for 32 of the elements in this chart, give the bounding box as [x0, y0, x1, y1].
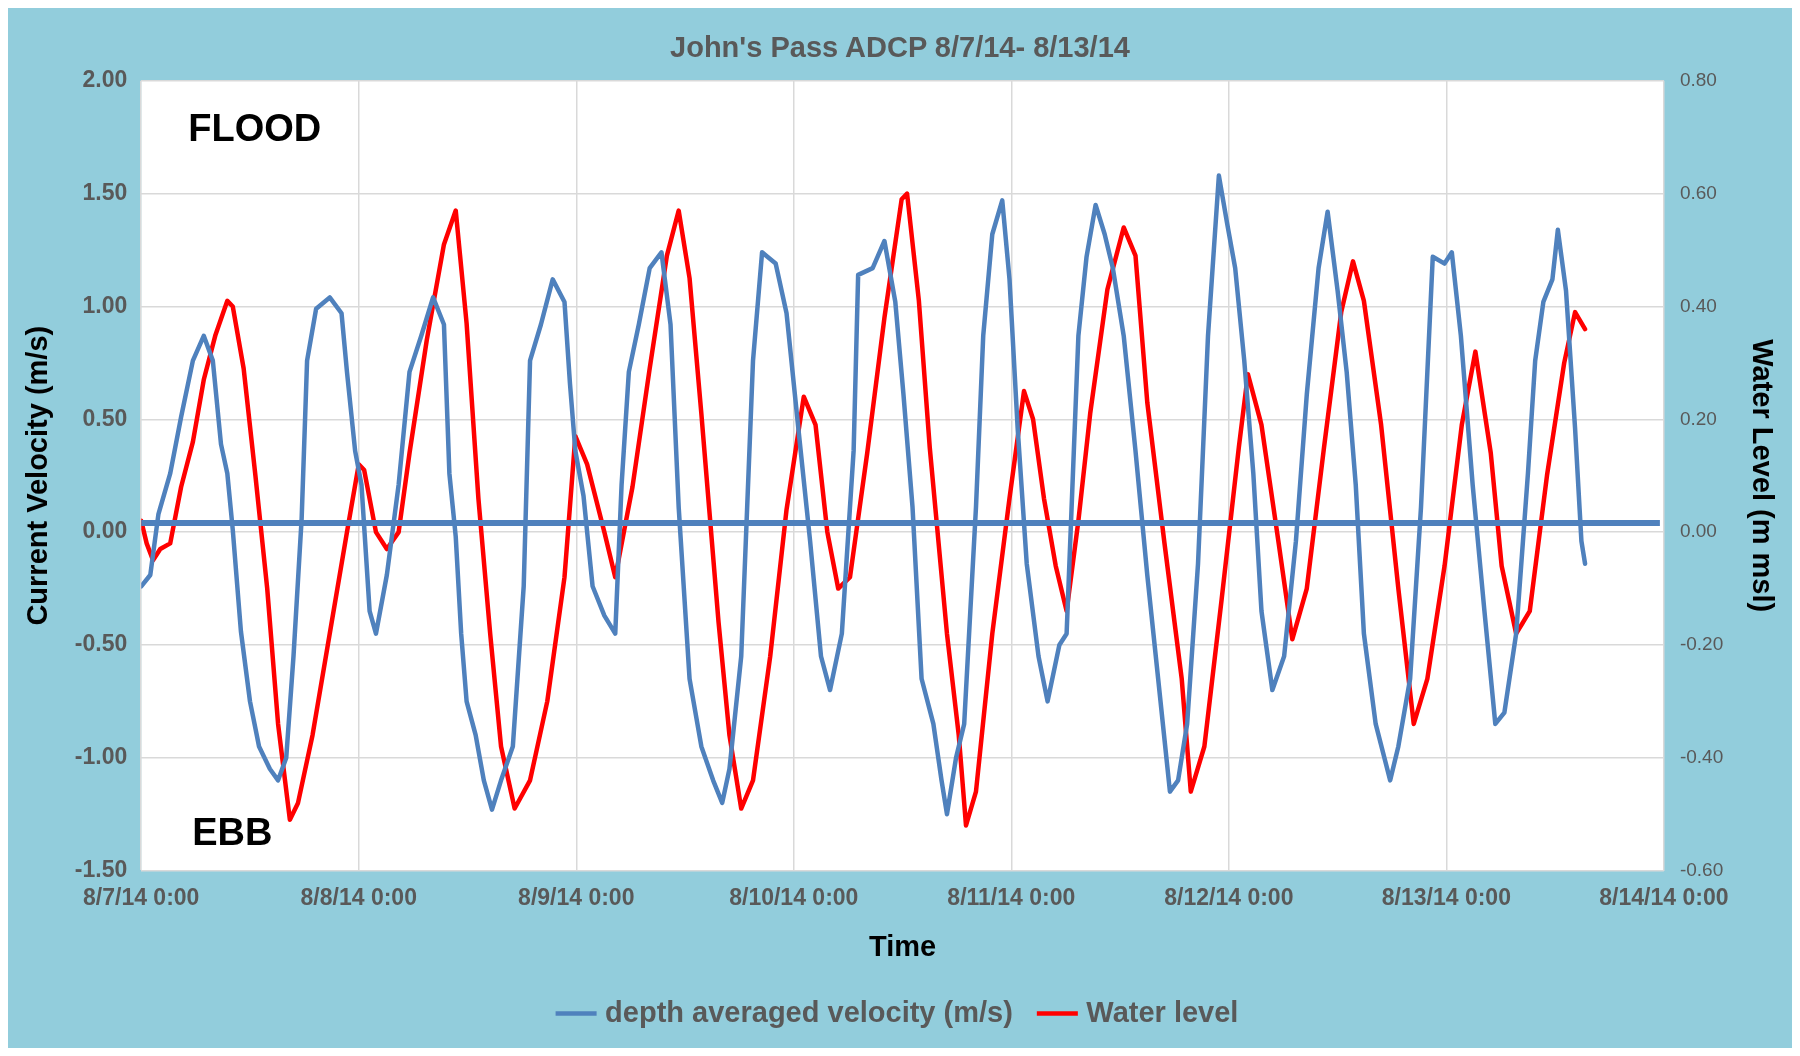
y-tick-label: -1.00 [74, 743, 128, 770]
x-tick-label: 8/14/14 0:00 [1599, 883, 1729, 910]
y2-tick-label: -0.60 [1679, 858, 1724, 880]
y2-tick-label: 0.40 [1679, 294, 1717, 316]
x-tick-label: 8/12/14 0:00 [1164, 883, 1294, 910]
annotation: EBB [192, 811, 273, 854]
x-axis-title: Time [868, 929, 937, 962]
y-tick-label: 1.00 [82, 291, 128, 318]
y2-tick-label: 0.00 [1679, 520, 1717, 542]
y2-tick-label: 0.60 [1679, 181, 1717, 203]
y2-tick-label: 0.20 [1679, 407, 1717, 429]
y-tick-label: 0.50 [82, 404, 128, 431]
y2-tick-label: -0.40 [1679, 746, 1724, 768]
annotation: FLOOD [188, 107, 322, 150]
legend-label: depth averaged velocity (m/s) [605, 995, 1013, 1028]
legend-label: Water level [1086, 995, 1239, 1028]
x-tick-label: 8/10/14 0:00 [729, 883, 859, 910]
y-tick-label: 1.50 [82, 178, 128, 205]
chart-title: John's Pass ADCP 8/7/14- 8/13/14 [670, 31, 1130, 64]
y-tick-label: -0.50 [74, 630, 128, 657]
y2-tick-label: 0.80 [1679, 69, 1717, 91]
y2-axis-title: Water Level (m msl) [1746, 339, 1779, 613]
x-tick-label: 8/13/14 0:00 [1381, 883, 1511, 910]
x-tick-label: 8/11/14 0:00 [947, 883, 1076, 910]
x-tick-label: 8/7/14 0:00 [83, 883, 200, 910]
y-tick-label: -1.50 [74, 855, 128, 882]
x-tick-label: 8/8/14 0:00 [300, 883, 417, 910]
x-tick-label: 8/9/14 0:00 [518, 883, 635, 910]
y-axis-title: Current Velocity (m/s) [21, 325, 54, 626]
y-tick-label: 0.00 [82, 517, 128, 544]
y-tick-label: 2.00 [82, 66, 128, 93]
y2-tick-label: -0.20 [1679, 633, 1724, 655]
